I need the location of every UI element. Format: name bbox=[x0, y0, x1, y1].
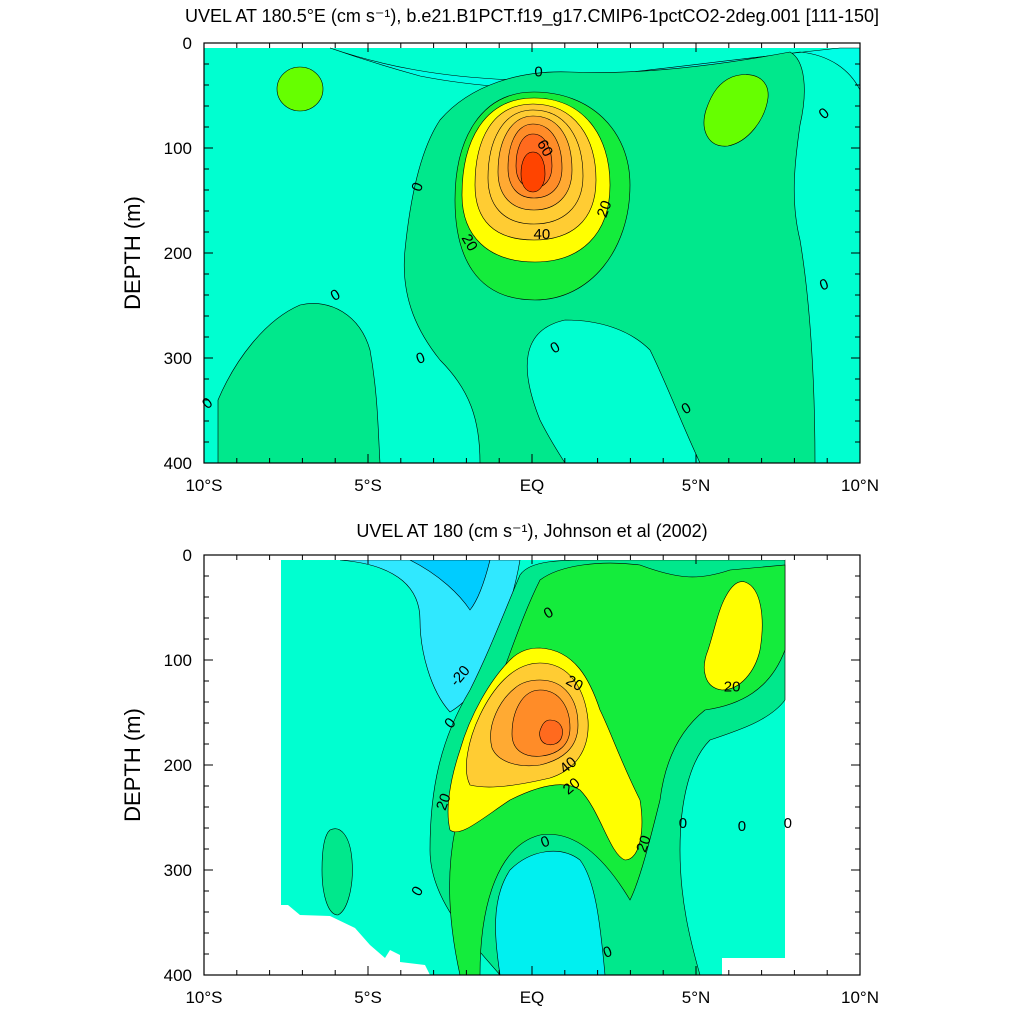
y-tick-label: 400 bbox=[164, 454, 192, 473]
bottom-x-axis: 10°S 5°S EQ 5°N 10°N bbox=[185, 555, 879, 1007]
contour-label: 20 bbox=[594, 198, 616, 219]
contour-label: 20 bbox=[433, 791, 455, 812]
contour-label: 20 bbox=[560, 775, 584, 799]
x-tick-label: 5°N bbox=[682, 476, 711, 495]
x-tick-label: EQ bbox=[520, 988, 545, 1007]
y-tick-label: 400 bbox=[164, 966, 192, 985]
bottom-blob-right bbox=[704, 581, 763, 691]
x-tick-label: 10°S bbox=[185, 988, 222, 1007]
bottom-y-axis-label: DEPTH (m) bbox=[120, 708, 145, 822]
x-tick-label: 10°N bbox=[841, 988, 879, 1007]
contour-label: 0 bbox=[738, 818, 746, 835]
y-tick-label: 0 bbox=[183, 546, 192, 565]
x-tick-label: EQ bbox=[520, 476, 545, 495]
y-tick-label: 300 bbox=[164, 349, 192, 368]
contour-label: 20 bbox=[563, 672, 586, 695]
top-euc-80 bbox=[520, 151, 546, 193]
contour-label: 20 bbox=[724, 678, 741, 695]
contour-label: 0 bbox=[534, 63, 542, 80]
x-tick-label: 5°S bbox=[354, 988, 382, 1007]
bottom-negative-deep bbox=[495, 850, 606, 975]
top-x-axis: 10°S 5°S EQ 5°N 10°N bbox=[185, 43, 879, 495]
x-tick-label: 5°S bbox=[354, 476, 382, 495]
top-blob-upper-right bbox=[703, 74, 769, 147]
top-blob-upper-left bbox=[276, 66, 324, 112]
bottom-missing-surface bbox=[281, 555, 785, 560]
x-tick-label: 5°N bbox=[682, 988, 711, 1007]
top-y-axis-label: DEPTH (m) bbox=[120, 196, 145, 310]
contour-label: 60 bbox=[533, 137, 556, 160]
y-tick-label: 200 bbox=[164, 244, 192, 263]
contour-label: 20 bbox=[633, 833, 655, 854]
contour-label: 40 bbox=[533, 226, 550, 243]
contour-label: 20 bbox=[458, 231, 481, 254]
contour-label: 0 bbox=[784, 815, 792, 832]
y-tick-label: 0 bbox=[183, 34, 192, 53]
bottom-blob-south bbox=[321, 828, 353, 916]
y-tick-label: 100 bbox=[164, 651, 192, 670]
y-tick-label: 200 bbox=[164, 756, 192, 775]
bottom-panel-title: UVEL AT 180 (cm s⁻¹), Johnson et al (200… bbox=[356, 521, 707, 541]
bottom-negative-core bbox=[409, 559, 491, 611]
y-tick-label: 100 bbox=[164, 139, 192, 158]
contour-label: 0 bbox=[679, 815, 687, 832]
x-tick-label: 10°N bbox=[841, 476, 879, 495]
y-tick-label: 300 bbox=[164, 861, 192, 880]
contour-label: 40 bbox=[557, 754, 581, 778]
bottom-euc-60 bbox=[539, 719, 563, 746]
top-panel-title: UVEL AT 180.5°E (cm s⁻¹), b.e21.B1PCT.f1… bbox=[185, 6, 879, 27]
x-tick-label: 10°S bbox=[185, 476, 222, 495]
